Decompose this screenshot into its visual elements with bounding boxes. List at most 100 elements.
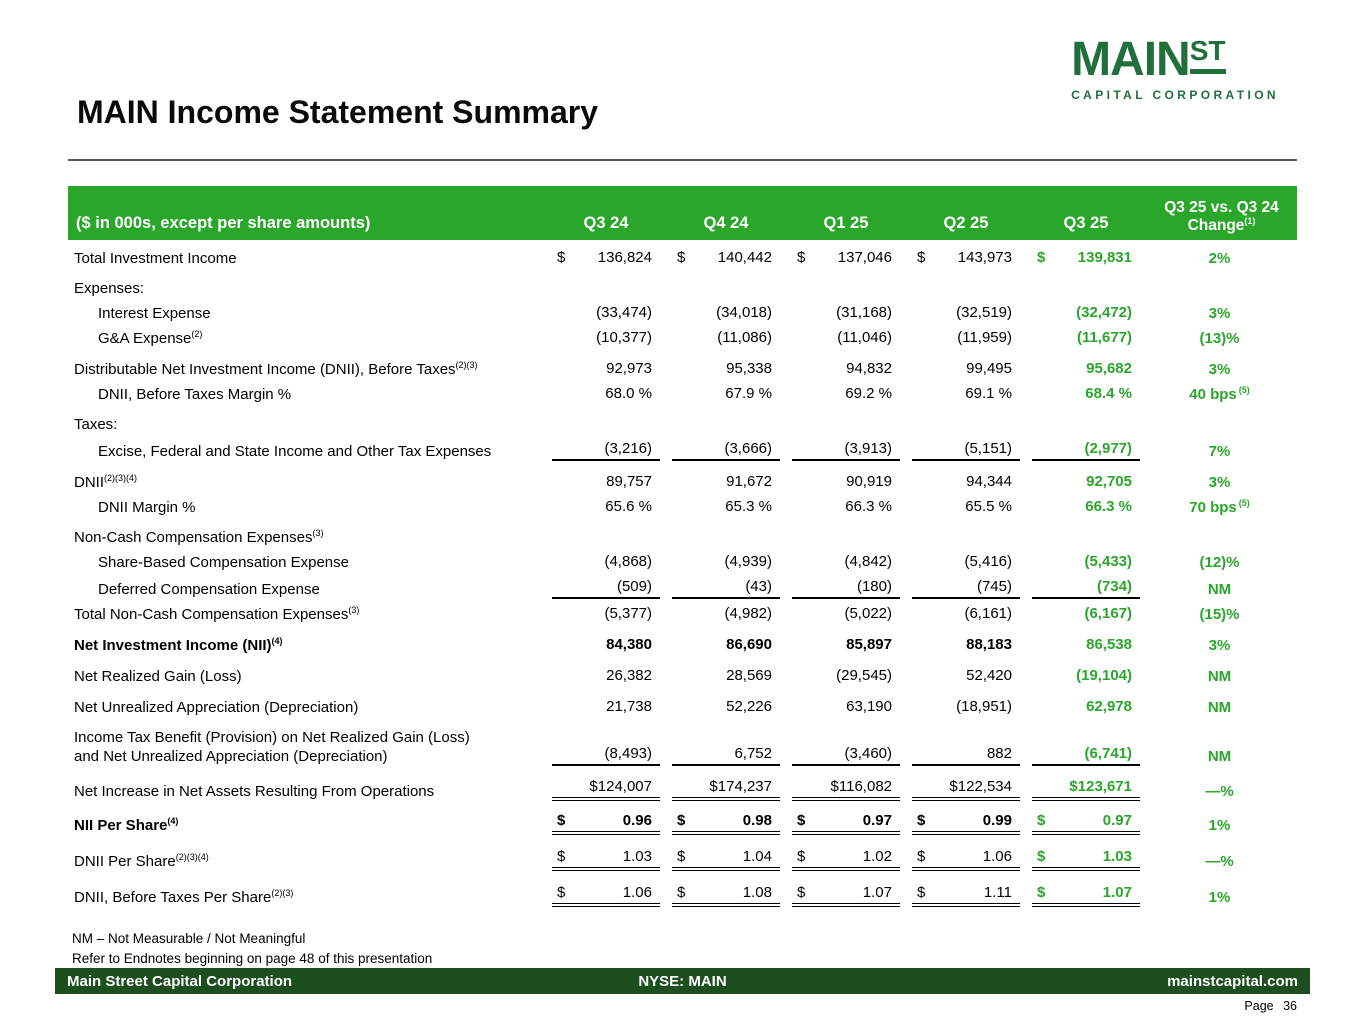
table-row: G&A Expense(2) (10,377) (11,086) (11,046) (1… (68, 325, 1297, 350)
table-row: Total Non-Cash Compensation Expenses(3)(… (68, 601, 1297, 626)
footer-website: mainstcapital.com (1167, 972, 1298, 990)
footnote-marker: (2)(3)(4) (104, 473, 137, 483)
value-cell: (745) (906, 574, 1026, 601)
dollar-sign: $ (557, 848, 566, 865)
footnote-marker: (2)(3) (455, 360, 478, 370)
column-header-change: Q3 25 vs. Q3 24 Change(1) (1146, 186, 1297, 240)
row-label: Interest Expense (98, 305, 211, 322)
table-row: DNII, Before Taxes Per Share(2)(3) $1.06 $… (68, 875, 1297, 911)
change-cell: 40 bps (5) (1189, 385, 1250, 404)
value-cell: 65.5 % (965, 498, 1012, 515)
row-label: Excise, Federal and State Income and Oth… (98, 443, 492, 460)
table-row: Share-Based Compensation Expense (4,868) (… (68, 549, 1297, 574)
dollar-sign: $ (677, 848, 686, 865)
footnote-marker: (4) (271, 636, 283, 646)
logo-wordmark: MAIN ST (1071, 36, 1279, 84)
row-label: Net Unrealized Appreciation (Depreciatio… (74, 699, 359, 716)
value-cell: 68.4 % (1085, 385, 1132, 402)
value-cell (906, 406, 1026, 436)
footnote-marker: (3) (312, 528, 324, 538)
footnote-marker: (5) (1238, 498, 1250, 508)
footnote-nm: NM – Not Measurable / Not Meaningful (72, 931, 306, 946)
value-cell (546, 406, 666, 436)
value-cell (1026, 406, 1146, 436)
value-cell: 69.1 % (965, 385, 1012, 402)
value-cell: $139,831 (1037, 249, 1132, 266)
value-cell: (11,959) (957, 329, 1012, 346)
value-cell: (180) (786, 574, 906, 601)
value-cell: $1.11 (906, 875, 1026, 911)
value-cell: 65.3 % (725, 498, 772, 515)
row-label: Income Tax Benefit (Provision) on Net Re… (74, 729, 470, 765)
value-cell: (10,377) (596, 329, 652, 346)
change-cell (1146, 406, 1297, 436)
value-cell: (29,545) (836, 667, 892, 684)
value-cell: (734) (1026, 574, 1146, 601)
row-label: Distributable Net Investment Income (DNI… (74, 360, 478, 379)
value-cell (546, 270, 666, 300)
value-cell: $137,046 (797, 249, 892, 266)
row-label: Expenses: (74, 280, 145, 297)
dollar-sign: $ (1037, 812, 1046, 829)
row-label: DNII, Before Taxes Per Share(2)(3) (74, 888, 294, 907)
column-header-q1-25: Q1 25 (786, 186, 906, 240)
value-cell: $0.97 (786, 803, 906, 839)
value-cell: (31,168) (836, 304, 892, 321)
value-cell (666, 519, 786, 549)
value-cell: (4,868) (604, 553, 652, 570)
value-cell: 69.2 % (845, 385, 892, 402)
change-cell: 2% (1208, 250, 1231, 267)
dollar-sign: $ (677, 884, 686, 901)
value-cell: 99,495 (966, 360, 1012, 377)
value-cell: $1.02 (786, 839, 906, 875)
value-cell (1026, 270, 1146, 300)
value-cell: $1.04 (666, 839, 786, 875)
change-cell: NM (1207, 748, 1232, 765)
table-row: Expenses: (68, 270, 1297, 300)
table-row: DNII(2)(3)(4) 89,757 91,672 90,919 94,344 92,… (68, 463, 1297, 494)
logo-subtitle: CAPITAL CORPORATION (1071, 88, 1279, 102)
value-cell: $174,237 (666, 768, 786, 803)
table-row: Distributable Net Investment Income (DNI… (68, 350, 1297, 381)
value-cell: 67.9 % (725, 385, 772, 402)
row-label: Deferred Compensation Expense (98, 581, 320, 598)
table-header-label: ($ in 000s, except per share amounts) (68, 186, 546, 240)
value-cell: (5,416) (964, 553, 1012, 570)
change-header-footnote: (1) (1244, 215, 1256, 226)
value-cell: (11,677) (1076, 329, 1132, 346)
value-cell: (3,460) (786, 719, 906, 768)
value-cell: 85,897 (846, 636, 892, 653)
change-cell: (13)% (1199, 330, 1240, 347)
change-header-line2: Change(1) (1187, 215, 1256, 234)
row-label: Taxes: (74, 416, 118, 433)
table-row: Total Investment Income $136,824 $140,442 $… (68, 240, 1297, 270)
table-row: NII Per Share(4) $0.96 $0.98 $0.97 $0.99 $0.9… (68, 803, 1297, 839)
footnote-marker: (4) (167, 816, 179, 826)
value-cell: (32,472) (1076, 304, 1132, 321)
dollar-sign: $ (557, 812, 566, 829)
change-cell (1146, 519, 1297, 549)
value-cell: (32,519) (956, 304, 1012, 321)
footer-company: Main Street Capital Corporation (67, 972, 293, 990)
value-cell: (5,151) (906, 436, 1026, 463)
dollar-sign: $ (797, 848, 806, 865)
value-cell: $116,082 (786, 768, 906, 803)
column-header-q2-25: Q2 25 (906, 186, 1026, 240)
value-cell: (5,022) (844, 605, 892, 622)
row-label: Net Investment Income (NII)(4) (74, 636, 283, 655)
value-cell: (19,104) (1076, 667, 1132, 684)
value-cell: 92,973 (606, 360, 652, 377)
change-cell: 3% (1208, 474, 1231, 491)
value-cell: (2,977) (1026, 436, 1146, 463)
value-cell: 66.3 % (845, 498, 892, 515)
company-logo: MAIN ST CAPITAL CORPORATION (1071, 36, 1279, 103)
row-label: Net Increase in Net Assets Resulting Fro… (74, 783, 435, 800)
change-cell: 3% (1208, 637, 1231, 654)
table-row: Net Increase in Net Assets Resulting Fro… (68, 768, 1297, 803)
value-cell: 6,752 (666, 719, 786, 768)
value-cell (786, 519, 906, 549)
table-row: Excise, Federal and State Income and Oth… (68, 436, 1297, 463)
value-cell: 95,338 (726, 360, 772, 377)
value-cell: 88,183 (966, 636, 1012, 653)
value-cell: $0.99 (906, 803, 1026, 839)
